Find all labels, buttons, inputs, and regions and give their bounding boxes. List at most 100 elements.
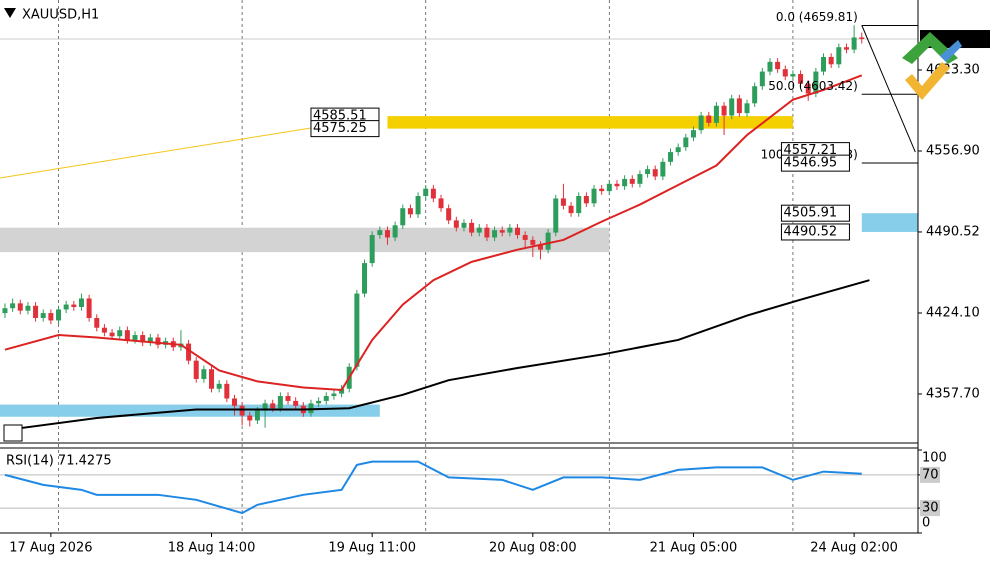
price-label: 4557.21 bbox=[783, 143, 837, 158]
candle-body bbox=[813, 71, 819, 94]
menu-arrow[interactable] bbox=[4, 8, 16, 18]
candle-body bbox=[86, 298, 92, 318]
candle-body bbox=[132, 335, 138, 340]
x-tick-label: 19 Aug 11:00 bbox=[328, 541, 416, 556]
trend-line bbox=[861, 25, 916, 153]
candle-body bbox=[78, 298, 84, 308]
candle-body bbox=[25, 305, 31, 311]
logo-mark bbox=[905, 62, 950, 100]
price-label: 4505.91 bbox=[783, 206, 837, 221]
rsi-tick-box bbox=[920, 466, 940, 483]
candle-body bbox=[94, 317, 100, 328]
x-tick-label: 17 Aug 2026 bbox=[9, 541, 92, 556]
rsi-tick-label: 100 bbox=[922, 451, 947, 466]
candle-body bbox=[155, 337, 161, 345]
price-label: 4546.95 bbox=[783, 156, 837, 171]
candle-body bbox=[645, 169, 651, 175]
rsi-tick-label: 0 bbox=[922, 516, 930, 531]
candle-body bbox=[124, 330, 130, 340]
candle-body bbox=[461, 222, 467, 228]
candle-body bbox=[10, 303, 16, 309]
candle-body bbox=[453, 220, 459, 228]
candle-body bbox=[675, 147, 681, 153]
candle-body bbox=[193, 360, 199, 379]
candle-body bbox=[71, 304, 77, 308]
candle-body bbox=[507, 227, 513, 233]
candle-body bbox=[583, 196, 589, 204]
candle-body bbox=[354, 293, 360, 367]
candle-body bbox=[721, 105, 727, 116]
candle-body bbox=[629, 178, 635, 184]
zone bbox=[861, 213, 918, 232]
candle-body bbox=[782, 69, 788, 77]
candle-body bbox=[775, 61, 781, 70]
candle-body bbox=[476, 227, 482, 233]
candle-body bbox=[262, 403, 268, 411]
candle-body bbox=[859, 37, 865, 40]
candle-body bbox=[767, 61, 773, 72]
y-tick-label: 4490.52 bbox=[926, 224, 980, 239]
candle-body bbox=[101, 327, 107, 333]
candle-body bbox=[759, 71, 765, 87]
candle-body bbox=[821, 56, 827, 72]
candle-body bbox=[499, 230, 505, 233]
candle-body bbox=[836, 47, 842, 65]
logo bbox=[902, 32, 962, 100]
help-box[interactable] bbox=[3, 424, 23, 442]
price-label-box bbox=[780, 204, 850, 222]
trend-line bbox=[0, 127, 312, 179]
rsi-line bbox=[4, 460, 862, 515]
candle-body bbox=[109, 332, 115, 337]
candle-body bbox=[660, 161, 666, 177]
candle-body bbox=[48, 313, 54, 321]
zone bbox=[387, 116, 793, 129]
candle-body bbox=[377, 230, 383, 236]
candle-body bbox=[713, 105, 719, 123]
candle-body bbox=[285, 396, 291, 401]
candle-body bbox=[614, 183, 620, 187]
fib-label: 0.0 (4659.81) bbox=[776, 10, 858, 24]
candle-body bbox=[492, 230, 498, 238]
candle-body bbox=[277, 396, 283, 409]
candle-body bbox=[591, 188, 597, 204]
candle-body bbox=[706, 115, 712, 123]
price-label-box bbox=[780, 223, 850, 241]
candle-body bbox=[384, 230, 390, 238]
candle-body bbox=[698, 115, 704, 131]
candle-body bbox=[469, 222, 475, 233]
candle-body bbox=[430, 188, 436, 199]
candle-body bbox=[828, 56, 834, 65]
price-label: 4490.52 bbox=[783, 224, 837, 239]
candle-body bbox=[446, 208, 452, 221]
y-tick-label: 4424.10 bbox=[926, 305, 980, 320]
candle-body bbox=[239, 405, 245, 416]
candle-body bbox=[247, 415, 253, 421]
candle-body bbox=[568, 205, 574, 214]
candle-body bbox=[140, 335, 146, 343]
candle-body bbox=[293, 400, 299, 406]
candle-body bbox=[843, 47, 849, 50]
candle-body bbox=[599, 188, 605, 192]
candle-body bbox=[201, 369, 207, 379]
candle-body bbox=[316, 400, 322, 404]
candle-body bbox=[63, 304, 69, 310]
candle-body bbox=[637, 174, 643, 184]
candle-body bbox=[736, 98, 742, 114]
candle-body bbox=[744, 103, 750, 114]
candle-body bbox=[553, 198, 559, 233]
x-tick-label: 18 Aug 14:00 bbox=[168, 541, 256, 556]
candle-body bbox=[231, 398, 237, 406]
x-tick-label: 20 Aug 08:00 bbox=[489, 541, 577, 556]
price-label-box bbox=[310, 120, 380, 138]
candle-body bbox=[56, 309, 62, 321]
candle-body bbox=[254, 410, 260, 421]
x-tick-label: 24 Aug 02:00 bbox=[810, 541, 898, 556]
candle-body bbox=[606, 183, 612, 192]
price-label: 4585.51 bbox=[313, 109, 367, 124]
candle-body bbox=[339, 388, 345, 394]
candle-body bbox=[308, 403, 314, 414]
candle-body bbox=[790, 74, 796, 77]
price-label: 4575.25 bbox=[313, 121, 367, 136]
candle-body bbox=[17, 303, 23, 311]
